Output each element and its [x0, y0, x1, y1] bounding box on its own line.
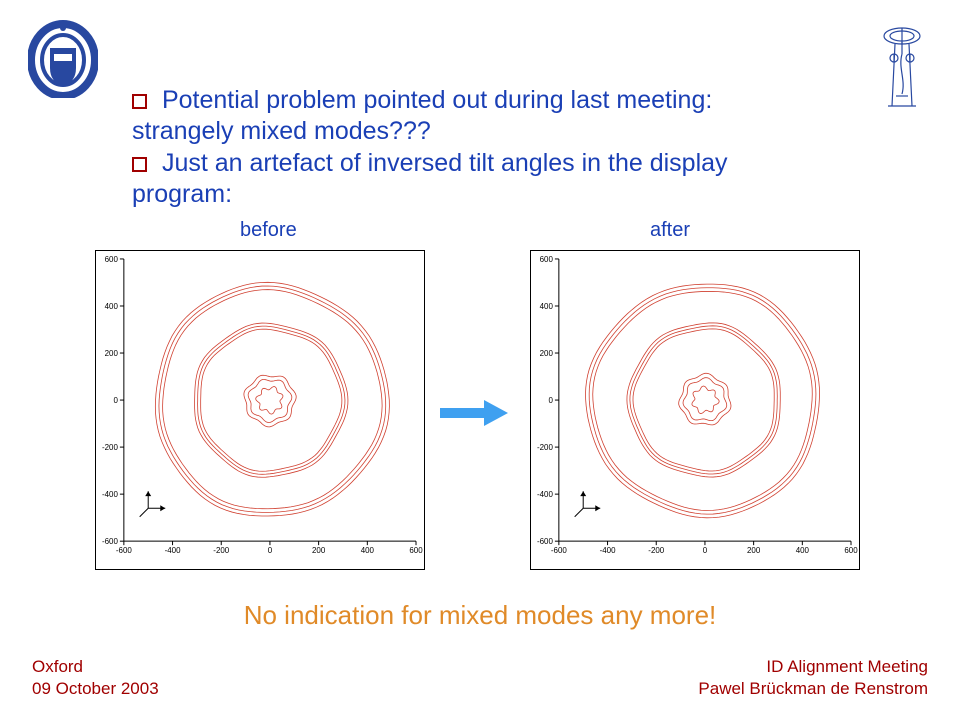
footer-location: Oxford: [32, 656, 159, 678]
svg-text:200: 200: [312, 546, 326, 555]
bullet-2-text: Just an artefact of inversed tilt angles…: [132, 149, 728, 208]
footer-left: Oxford 09 October 2003: [32, 656, 159, 700]
svg-text:-200: -200: [102, 443, 118, 452]
svg-text:600: 600: [409, 546, 423, 555]
svg-text:0: 0: [703, 546, 708, 555]
svg-text:200: 200: [105, 349, 119, 358]
svg-text:200: 200: [540, 349, 554, 358]
svg-text:-200: -200: [648, 546, 664, 555]
svg-text:400: 400: [796, 546, 810, 555]
svg-text:600: 600: [105, 255, 119, 264]
footer-date: 09 October 2003: [32, 678, 159, 700]
slide-root: Potential problem pointed out during las…: [0, 0, 960, 720]
svg-text:-600: -600: [116, 546, 132, 555]
svg-text:400: 400: [105, 302, 119, 311]
svg-text:200: 200: [747, 546, 761, 555]
atlas-sketch-icon: [872, 18, 932, 123]
footer-meeting: ID Alignment Meeting: [698, 656, 928, 678]
plot-after: -600-600 -400 -400 -200 -200 0 0 200 200 400 400 60…: [530, 250, 860, 570]
bullet-sq-icon: [132, 157, 147, 172]
svg-text:-200: -200: [537, 443, 553, 452]
svg-text:0: 0: [113, 396, 118, 405]
svg-text:-400: -400: [537, 490, 553, 499]
label-before: before: [240, 219, 297, 242]
svg-text:0: 0: [268, 546, 273, 555]
arrow-icon: [438, 398, 510, 433]
bullet-sq-icon: [132, 94, 147, 109]
footer-right: ID Alignment Meeting Pawel Brückman de R…: [698, 656, 928, 700]
svg-text:600: 600: [540, 255, 554, 264]
svg-text:-400: -400: [165, 546, 181, 555]
footer-author: Pawel Brückman de Renstrom: [698, 678, 928, 700]
bullet-1: Potential problem pointed out during las…: [132, 85, 772, 148]
svg-text:400: 400: [540, 302, 554, 311]
svg-text:-400: -400: [600, 546, 616, 555]
svg-text:-400: -400: [102, 490, 118, 499]
svg-text:-600: -600: [102, 537, 118, 546]
body-text-block: Potential problem pointed out during las…: [132, 85, 772, 210]
plot-before: -600-600 -400 -400 -200 -200 0 0 200 200 400 400 60…: [95, 250, 425, 570]
oxford-crest-icon: [28, 18, 98, 103]
conclusion-text: No indication for mixed modes any more!: [0, 600, 960, 631]
svg-text:600: 600: [844, 546, 858, 555]
svg-text:0: 0: [548, 396, 553, 405]
svg-text:-600: -600: [551, 546, 567, 555]
bullet-2: Just an artefact of inversed tilt angles…: [132, 148, 772, 211]
svg-text:400: 400: [361, 546, 375, 555]
bullet-1-text: Potential problem pointed out during las…: [132, 86, 712, 145]
svg-text:-600: -600: [537, 537, 553, 546]
label-after: after: [650, 219, 690, 242]
svg-text:-200: -200: [213, 546, 229, 555]
